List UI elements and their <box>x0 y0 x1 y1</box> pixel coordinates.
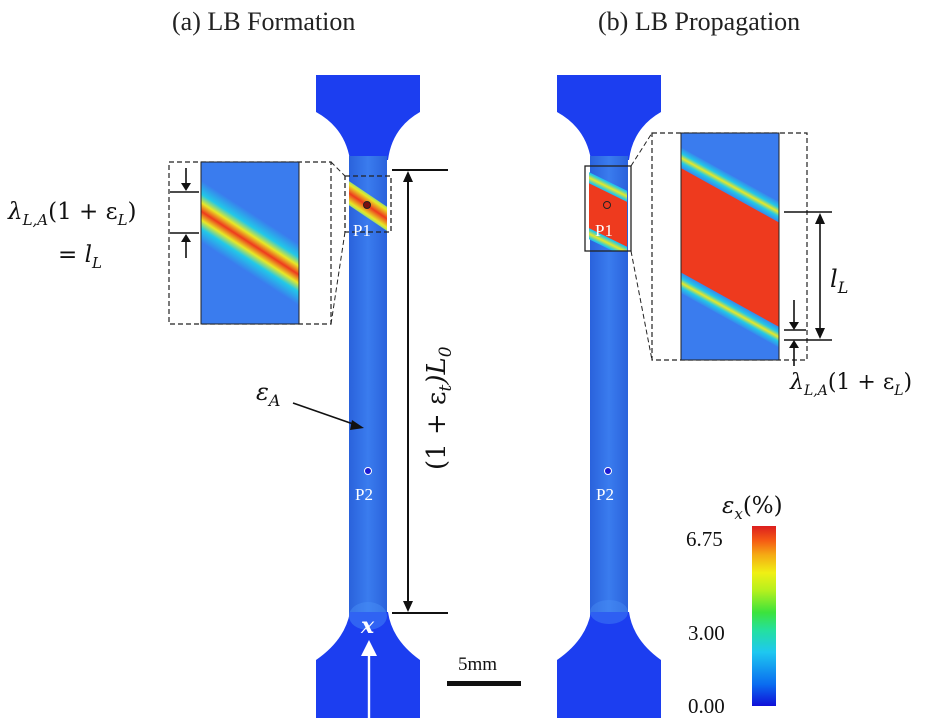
p2-point-a <box>364 467 372 475</box>
arrowhead <box>789 340 799 348</box>
specimen-b-grip-bottom <box>557 612 661 718</box>
band-width-label-a: λL,A(1 + εL) <box>7 199 137 229</box>
specimen-a-gauge <box>349 156 387 616</box>
band-length-eq-a: = lL <box>58 242 102 272</box>
inset-b <box>630 132 808 361</box>
strain-label-a: εA <box>256 378 280 410</box>
panel-a-title: (a) LB Formation <box>172 7 355 36</box>
colorbar-tick-max: 6.75 <box>686 527 723 551</box>
gauge-length-label-a: (1 + εt)L0 <box>422 346 456 470</box>
arrowhead <box>350 420 364 430</box>
colorbar <box>752 526 776 706</box>
p1-label-a: P1 <box>353 221 371 240</box>
gauge-length-dimension-a <box>392 169 448 614</box>
strain-pointer-a <box>292 402 357 426</box>
specimen-b <box>557 75 661 718</box>
inset-a <box>168 161 346 325</box>
arrowhead <box>403 601 413 612</box>
p2-point-b <box>604 467 612 475</box>
p1-point-a <box>363 201 371 209</box>
band-length-label-b: lL <box>830 265 848 297</box>
specimen-a-grip-top <box>316 75 420 160</box>
arrowhead <box>181 234 191 242</box>
arrowhead <box>815 328 825 339</box>
x-axis-label: x <box>360 613 375 639</box>
p1-point-b <box>603 201 611 209</box>
band-width-dimension-a <box>170 168 199 258</box>
p1-box-b <box>584 165 632 252</box>
arrowhead <box>361 640 377 656</box>
colorbar-tick-mid: 3.00 <box>688 621 725 645</box>
band-length-dimension-b <box>784 211 832 366</box>
colorbar-title: εx(%) <box>722 493 783 523</box>
specimen-a-bottom-glow <box>349 602 387 630</box>
panel-b-title: (b) LB Propagation <box>598 7 800 36</box>
specimen-b-grip-top <box>557 75 661 160</box>
arrowhead <box>403 171 413 182</box>
p2-label-a: P2 <box>355 485 373 504</box>
specimen-b-bottom-glow <box>590 600 628 624</box>
scale-bar-label: 5mm <box>458 654 497 675</box>
arrowhead <box>181 183 191 191</box>
p2-label-b: P2 <box>596 485 614 504</box>
arrowhead <box>789 322 799 330</box>
arrowhead <box>815 213 825 224</box>
p1-label-b: P1 <box>595 221 613 240</box>
band-width-label-b: λL,A(1 + εL) <box>789 370 912 399</box>
p1-box-a <box>344 175 392 233</box>
colorbar-tick-min: 0.00 <box>688 694 725 718</box>
scale-bar <box>447 681 521 686</box>
